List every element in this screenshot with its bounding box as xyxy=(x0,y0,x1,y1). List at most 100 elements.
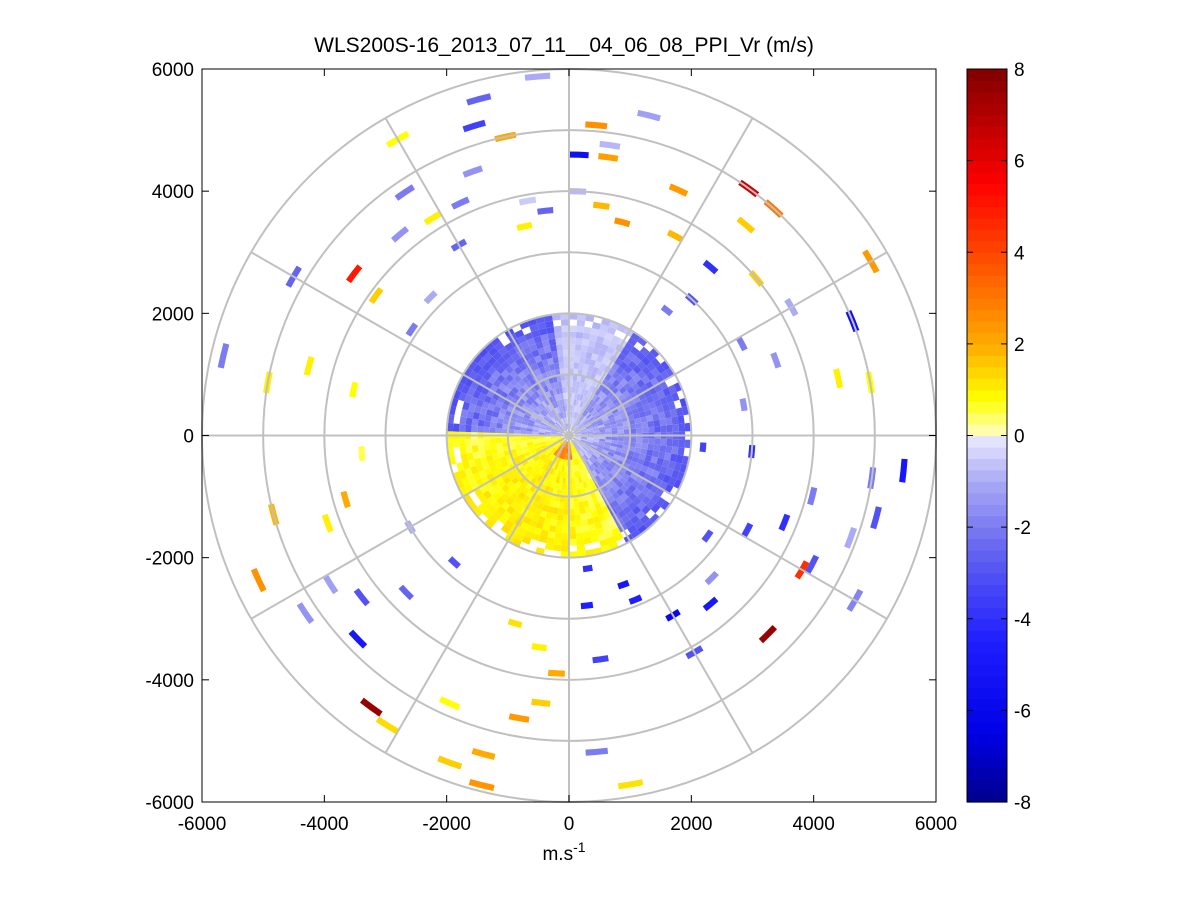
field-cell xyxy=(603,351,613,360)
field-cell xyxy=(642,460,651,468)
field-cell xyxy=(563,356,569,363)
field-cell xyxy=(575,331,584,339)
field-cell xyxy=(634,447,642,454)
field-cell xyxy=(528,468,535,475)
field-cell xyxy=(532,400,540,407)
data-cell xyxy=(321,513,334,533)
field-cell xyxy=(605,439,612,443)
field-cell xyxy=(552,375,558,383)
field-cell xyxy=(525,373,534,382)
field-cell xyxy=(583,326,592,334)
field-cell xyxy=(507,429,515,434)
field-cell xyxy=(580,375,586,383)
field-cell xyxy=(554,463,559,470)
field-cell xyxy=(592,439,600,443)
field-cell xyxy=(632,365,642,375)
field-cell xyxy=(531,500,540,508)
field-cell xyxy=(538,436,545,439)
field-cell xyxy=(496,442,503,449)
field-cell xyxy=(659,418,667,426)
field-cell xyxy=(456,462,465,472)
field-cell xyxy=(597,444,604,450)
field-cell xyxy=(635,463,643,471)
field-cell xyxy=(546,442,553,447)
field-cell xyxy=(591,411,598,417)
field-cell xyxy=(558,362,565,369)
field-cell xyxy=(525,411,532,417)
field-cell xyxy=(602,459,610,466)
field-cell xyxy=(605,431,612,435)
field-cell xyxy=(561,418,565,425)
field-cell xyxy=(579,482,585,490)
colorbar-swatch xyxy=(967,446,1007,460)
data-cell xyxy=(340,490,351,509)
field-cell xyxy=(468,459,476,468)
field-cell xyxy=(548,467,555,475)
field-cell xyxy=(523,401,531,409)
field-cell xyxy=(582,455,587,462)
field-cell xyxy=(551,438,558,442)
field-cell xyxy=(570,423,573,430)
field-cell xyxy=(608,448,616,454)
field-cell xyxy=(580,519,589,527)
field-cell xyxy=(613,411,620,418)
field-cell xyxy=(547,357,554,365)
field-cell xyxy=(607,451,615,457)
colorbar-swatch xyxy=(967,160,1007,173)
field-cell xyxy=(588,449,595,455)
field-cell xyxy=(560,405,564,412)
data-cell xyxy=(758,625,777,644)
field-cell xyxy=(602,337,612,347)
field-cell xyxy=(651,469,660,479)
field-cell xyxy=(597,409,605,415)
field-cell xyxy=(586,451,592,458)
field-cell xyxy=(526,337,536,347)
field-cell xyxy=(548,445,555,451)
field-cell xyxy=(576,538,585,546)
field-cell xyxy=(544,450,551,456)
field-cell xyxy=(592,428,600,432)
field-cell xyxy=(589,359,597,367)
field-cell xyxy=(599,438,606,442)
field-cell xyxy=(560,551,569,558)
field-cell xyxy=(584,453,591,459)
field-cell xyxy=(614,357,623,367)
field-cell xyxy=(467,500,478,511)
field-cell xyxy=(603,419,610,425)
field-cell xyxy=(597,533,607,542)
field-cell xyxy=(574,350,581,357)
field-cell xyxy=(575,344,582,351)
field-cell xyxy=(549,454,555,461)
field-cell xyxy=(502,441,509,448)
field-cell xyxy=(508,420,516,426)
field-cell xyxy=(503,386,512,395)
field-cell xyxy=(540,394,547,401)
field-cell xyxy=(575,532,584,540)
field-cell xyxy=(574,431,581,434)
field-cell xyxy=(620,370,629,379)
field-cell xyxy=(510,412,518,419)
field-cell xyxy=(572,453,576,460)
field-cell xyxy=(559,426,565,432)
field-cell xyxy=(560,545,569,552)
field-cell xyxy=(565,441,568,448)
field-cell xyxy=(571,453,575,460)
field-cell xyxy=(525,511,535,520)
field-cell xyxy=(576,319,586,327)
field-cell xyxy=(587,458,593,466)
field-cell xyxy=(651,392,660,402)
data-cell xyxy=(531,698,551,707)
field-cell xyxy=(513,374,522,383)
field-cell xyxy=(487,460,496,468)
field-cell xyxy=(594,404,601,411)
field-cell xyxy=(540,333,549,342)
field-cell xyxy=(581,402,587,409)
field-cell xyxy=(578,443,584,448)
field-cell xyxy=(502,510,512,520)
field-cell xyxy=(575,483,581,490)
field-cell xyxy=(632,374,642,383)
field-cell xyxy=(520,430,527,434)
field-cell xyxy=(583,445,590,451)
field-cell xyxy=(608,487,617,495)
field-cell xyxy=(502,423,509,430)
